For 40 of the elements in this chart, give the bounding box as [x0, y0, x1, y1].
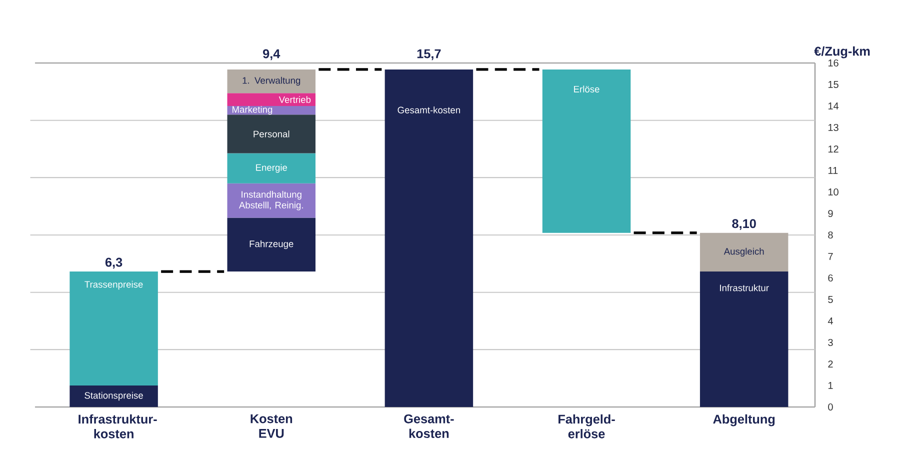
series-label: Vertrieb — [278, 96, 311, 103]
total-label: 15,7 — [417, 49, 441, 60]
y-tick-label: 4 — [828, 318, 833, 324]
y-tick-label: 6 — [828, 274, 833, 282]
total-label: 9,4 — [263, 49, 280, 60]
series-label: Personal — [254, 130, 290, 138]
y-tick-label: 11 — [828, 167, 838, 174]
y-tick-label: 8 — [828, 231, 833, 239]
total-label: 8,10 — [732, 219, 756, 230]
series-label: 1. Verwaltung — [242, 76, 300, 86]
y-tick-label: 3 — [828, 338, 833, 346]
series-label: Ausgleich — [724, 248, 764, 257]
y-tick-label: 15 — [828, 81, 838, 88]
series-label: Erlöse — [574, 86, 600, 92]
y-tick-label: 5 — [828, 296, 833, 303]
series-label: Infrastruktur — [720, 284, 769, 292]
x-tick-label: Infrastruktur-kosten — [78, 414, 157, 438]
series-label: Stationspreise — [84, 392, 143, 401]
series-label: Trassenpreise — [84, 280, 143, 290]
y-tick-label: 1 — [828, 382, 833, 389]
y-axis-title: €/Zug-km — [814, 46, 870, 58]
series-label: Gesamt-kosten — [398, 106, 460, 114]
x-tick-label: Fahrgeld-erlöse — [558, 414, 615, 438]
y-tick-label: 2 — [828, 360, 833, 368]
series-label: Marketing — [232, 106, 272, 115]
series-label: Energie — [256, 164, 288, 173]
y-tick-label: 0 — [828, 403, 833, 411]
x-tick-label: Gesamt-kosten — [404, 414, 454, 438]
y-tick-label: 16 — [828, 59, 838, 67]
total-label: 6,3 — [105, 258, 122, 269]
x-tick-label: Kosten EVU — [250, 414, 292, 438]
y-tick-label: 13 — [828, 124, 838, 132]
y-tick-label: 12 — [828, 146, 838, 152]
series-label: Fahrzeuge — [250, 240, 294, 250]
x-tick-label: Abgeltung — [713, 414, 775, 426]
y-tick-label: 9 — [828, 210, 833, 218]
y-tick-label: 10 — [828, 188, 838, 196]
y-tick-label: 7 — [828, 253, 833, 260]
series-label: Instandhaltung Abstelll, Reinig. — [238, 190, 303, 210]
y-tick-label: 14 — [828, 102, 839, 110]
